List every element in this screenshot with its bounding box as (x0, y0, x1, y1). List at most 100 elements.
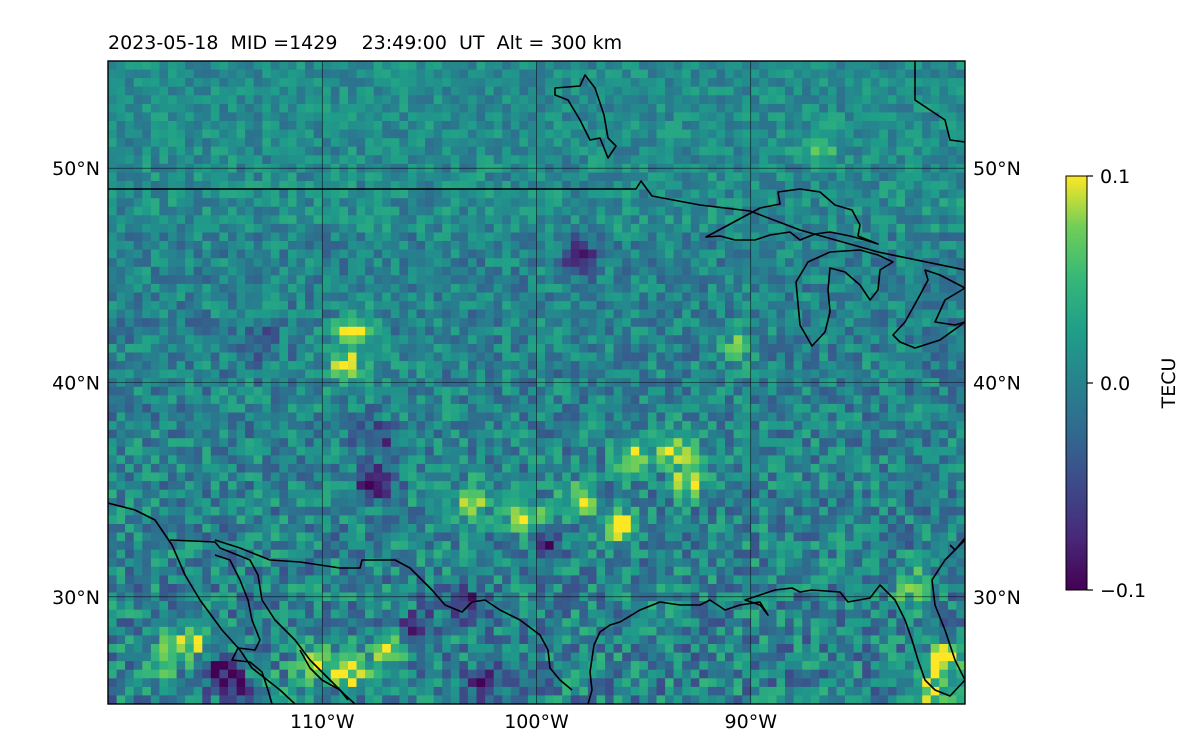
tec-cell (425, 86, 435, 96)
tec-cell (656, 472, 666, 482)
tec-cell (502, 181, 512, 191)
tec-cell (896, 275, 906, 285)
tec-cell (827, 292, 838, 302)
tec-cell (913, 206, 923, 216)
tec-cell (913, 95, 923, 105)
tec-cell (845, 95, 855, 105)
tec-cell (750, 95, 760, 105)
tec-cell (467, 172, 478, 182)
tec-cell (913, 421, 923, 431)
tec-cell (425, 421, 435, 431)
tec-cell (862, 318, 872, 328)
tec-cell (159, 232, 169, 242)
tec-cell (690, 361, 700, 371)
tec-cell (296, 241, 306, 251)
tec-cell (510, 412, 520, 422)
tec-cell (853, 95, 863, 105)
tec-cell (116, 326, 126, 336)
tec-cell (399, 189, 409, 199)
tec-cell (502, 103, 512, 114)
tec-cell (116, 275, 126, 285)
tec-cell (519, 249, 529, 259)
tec-cell (587, 292, 598, 302)
tec-cell (159, 112, 169, 122)
tec-cell (288, 352, 298, 362)
tec-cell (716, 266, 726, 276)
tec-cell (467, 146, 478, 156)
tec-cell (365, 155, 375, 165)
tec-cell (759, 395, 769, 405)
tec-cell (656, 181, 666, 191)
tec-cell (322, 463, 332, 474)
tec-cell (108, 369, 118, 379)
tec-cell (245, 481, 255, 491)
tec-cell (767, 172, 778, 182)
tec-cell (905, 472, 915, 482)
tec-cell (485, 343, 495, 354)
tec-cell (545, 292, 555, 302)
tec-cell (793, 463, 803, 474)
tec-cell (450, 335, 460, 345)
tec-cell (956, 429, 965, 439)
tec-cell (579, 335, 589, 345)
tec-cell (776, 438, 786, 448)
tec-cell (150, 455, 161, 465)
tec-cell (879, 172, 889, 182)
tec-cell (442, 386, 452, 396)
tec-cell (313, 241, 323, 251)
tec-cell (922, 121, 932, 131)
tec-cell (193, 249, 203, 259)
tec-cell (322, 138, 332, 148)
tec-cell (913, 138, 923, 148)
tec-cell (245, 198, 255, 208)
tec-cell (519, 361, 529, 371)
tec-cell (236, 395, 246, 405)
tec-cell (176, 275, 186, 285)
tec-cell (622, 266, 632, 276)
tec-cell (279, 283, 289, 294)
tec-cell (159, 438, 169, 448)
tec-cell (408, 249, 418, 259)
tec-cell (459, 61, 469, 71)
tec-cell (579, 112, 589, 122)
tec-cell (707, 121, 718, 131)
tec-cell (819, 223, 829, 234)
tec-cell (827, 129, 838, 139)
tec-cell (527, 309, 538, 319)
tec-cell (433, 301, 443, 311)
tec-cell (913, 121, 923, 131)
tec-cell (433, 266, 443, 276)
tec-cell (536, 335, 546, 345)
tec-cell (562, 181, 572, 191)
tec-cell (527, 69, 538, 79)
tec-cell (348, 438, 358, 448)
tec-cell (853, 429, 863, 439)
tec-cell (725, 112, 735, 122)
tec-cell (596, 472, 606, 482)
tec-cell (185, 95, 195, 105)
tec-cell (665, 463, 675, 474)
tec-cell (296, 326, 306, 336)
tec-cell (313, 395, 323, 405)
tec-cell (330, 241, 340, 251)
tec-cell (725, 206, 735, 216)
tec-cell (656, 223, 666, 234)
tec-cell (510, 301, 520, 311)
tec-cell (408, 403, 418, 414)
tec-cell (313, 318, 323, 328)
tec-cell (622, 378, 632, 388)
tec-cell (553, 155, 563, 165)
tec-cell (150, 275, 161, 285)
tec-cell (108, 86, 118, 96)
tec-cell (116, 343, 126, 354)
tec-cell (330, 206, 340, 216)
tec-cell (776, 292, 786, 302)
tec-cell (802, 155, 812, 165)
tec-cell (545, 78, 555, 88)
tec-cell (365, 95, 375, 105)
tec-cell (253, 189, 263, 199)
tec-cell (459, 429, 469, 439)
tec-cell (647, 395, 658, 405)
tec-cell (270, 395, 280, 405)
tec-cell (785, 438, 795, 448)
